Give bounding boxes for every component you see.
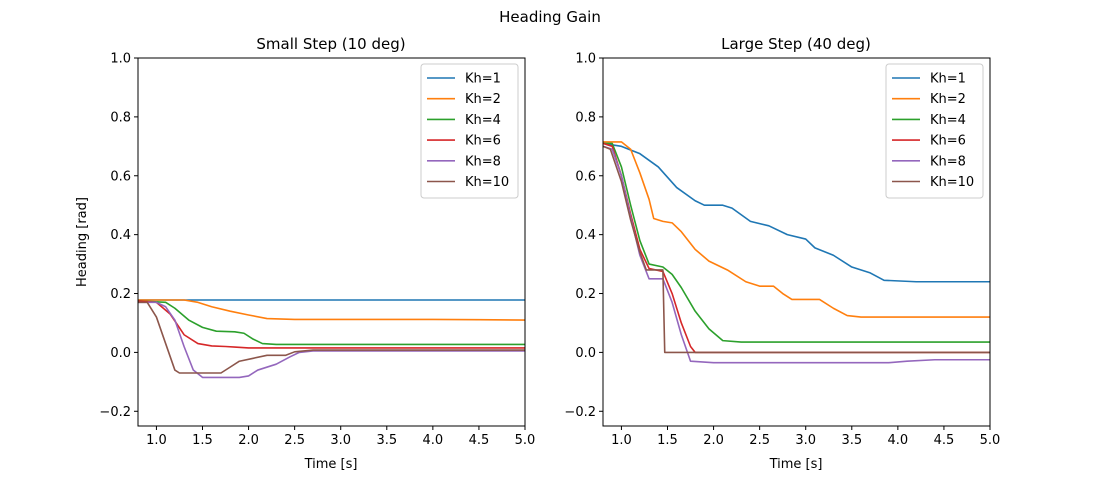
- subplot-large-step: Large Step (40 deg) 1.0 1.5 2.0 2.5 3.0 3.5 4.…: [564, 35, 1000, 472]
- y-tick-label: 1.0: [575, 52, 596, 67]
- legend-label: Kh=8: [465, 154, 501, 169]
- series-line-kh-8: [603, 145, 990, 364]
- series-group: [603, 141, 990, 364]
- x-tick-label: 4.5: [469, 433, 490, 448]
- y-tick-label: 0.0: [575, 346, 596, 361]
- x-tick-label: 1.5: [192, 433, 213, 448]
- x-tick-label: 1.0: [146, 433, 167, 448]
- axes-frame: [137, 57, 526, 427]
- y-tick-label: 0.2: [575, 287, 596, 302]
- legend-label: Kh=1: [930, 72, 966, 87]
- x-tick-label: 4.0: [423, 433, 444, 448]
- series-line-kh-10: [603, 145, 990, 354]
- x-tick-label: 3.5: [841, 433, 862, 448]
- y-tick-label: 1.0: [110, 52, 131, 67]
- x-tick-label: 1.0: [611, 433, 632, 448]
- legend-label: Kh=10: [465, 175, 509, 190]
- legend-box: [885, 63, 984, 199]
- legend-label: Kh=10: [930, 175, 974, 190]
- y-axis-label: Heading [rad]: [75, 197, 90, 287]
- x-axis-label: Time [s]: [304, 457, 358, 472]
- series-line-kh-2: [138, 299, 525, 321]
- series-line-kh-10: [138, 301, 525, 374]
- x-tick-label: 3.0: [795, 433, 816, 448]
- y-tick-label: 0.2: [110, 287, 131, 302]
- x-tick-label: 2.0: [703, 433, 724, 448]
- axes-frame: [602, 57, 991, 427]
- x-tick-label: 4.0: [888, 433, 909, 448]
- x-tick-label: 2.0: [238, 433, 259, 448]
- plot-area: 1.0 1.5 2.0 2.5 3.0 3.5 4.0 4.5 5.0 −0.2 0.0 0.2 0.4…: [564, 52, 1000, 449]
- legend-label: Kh=6: [930, 134, 966, 149]
- legend-label: Kh=8: [930, 154, 966, 169]
- subplot-title: Small Step (10 deg): [256, 35, 405, 53]
- y-tick-label: 0.8: [110, 110, 131, 125]
- legend-label: Kh=6: [465, 134, 501, 149]
- y-tick-label: 0.0: [110, 346, 131, 361]
- y-tick-label: 0.6: [575, 169, 596, 184]
- plot-area: 1.0 1.5 2.0 2.5 3.0 3.5 4.0 4.5 5.0 −0.2 0.0 0.2 0.4…: [99, 52, 535, 449]
- y-tick-label: 0.8: [575, 110, 596, 125]
- figure-suptitle: Heading Gain: [499, 8, 601, 26]
- series-line-kh-4: [138, 300, 525, 346]
- legend-label: Kh=4: [465, 113, 501, 128]
- y-tick-label: −0.2: [99, 405, 131, 420]
- x-tick-label: 3.0: [330, 433, 351, 448]
- legend-label: Kh=1: [465, 72, 501, 87]
- y-tick-label: 0.6: [110, 169, 131, 184]
- legend-label: Kh=2: [930, 92, 966, 107]
- x-tick-label: 2.5: [284, 433, 305, 448]
- legend-label: Kh=2: [465, 92, 501, 107]
- series-line-kh-8: [138, 301, 525, 379]
- legend: Kh=1 Kh=2 Kh=4 Kh=6 Kh=8 Kh=10: [420, 63, 519, 199]
- legend: Kh=1 Kh=2 Kh=4 Kh=6 Kh=8 Kh=10: [885, 63, 984, 199]
- x-tick-label: 5.0: [980, 433, 1001, 448]
- x-tick-label: 4.5: [934, 433, 955, 448]
- legend-box: [420, 63, 519, 199]
- series-line-kh-1: [603, 142, 990, 283]
- subplot-small-step: Small Step (10 deg) 1.0 1.5 2.0 2.5 3.0 3.5 4.…: [75, 35, 535, 472]
- x-tick-label: 5.0: [515, 433, 536, 448]
- x-tick-label: 1.5: [657, 433, 678, 448]
- y-tick-label: 0.4: [110, 228, 131, 243]
- x-tick-label: 2.5: [749, 433, 770, 448]
- subplot-title: Large Step (40 deg): [721, 35, 871, 53]
- x-axis-label: Time [s]: [769, 457, 823, 472]
- series-group: [138, 299, 525, 379]
- x-tick-label: 3.5: [376, 433, 397, 448]
- series-line-kh-2: [603, 141, 990, 318]
- legend-label: Kh=4: [930, 113, 966, 128]
- series-line-kh-4: [603, 142, 990, 343]
- y-tick-label: 0.4: [575, 228, 596, 243]
- y-tick-label: −0.2: [564, 405, 596, 420]
